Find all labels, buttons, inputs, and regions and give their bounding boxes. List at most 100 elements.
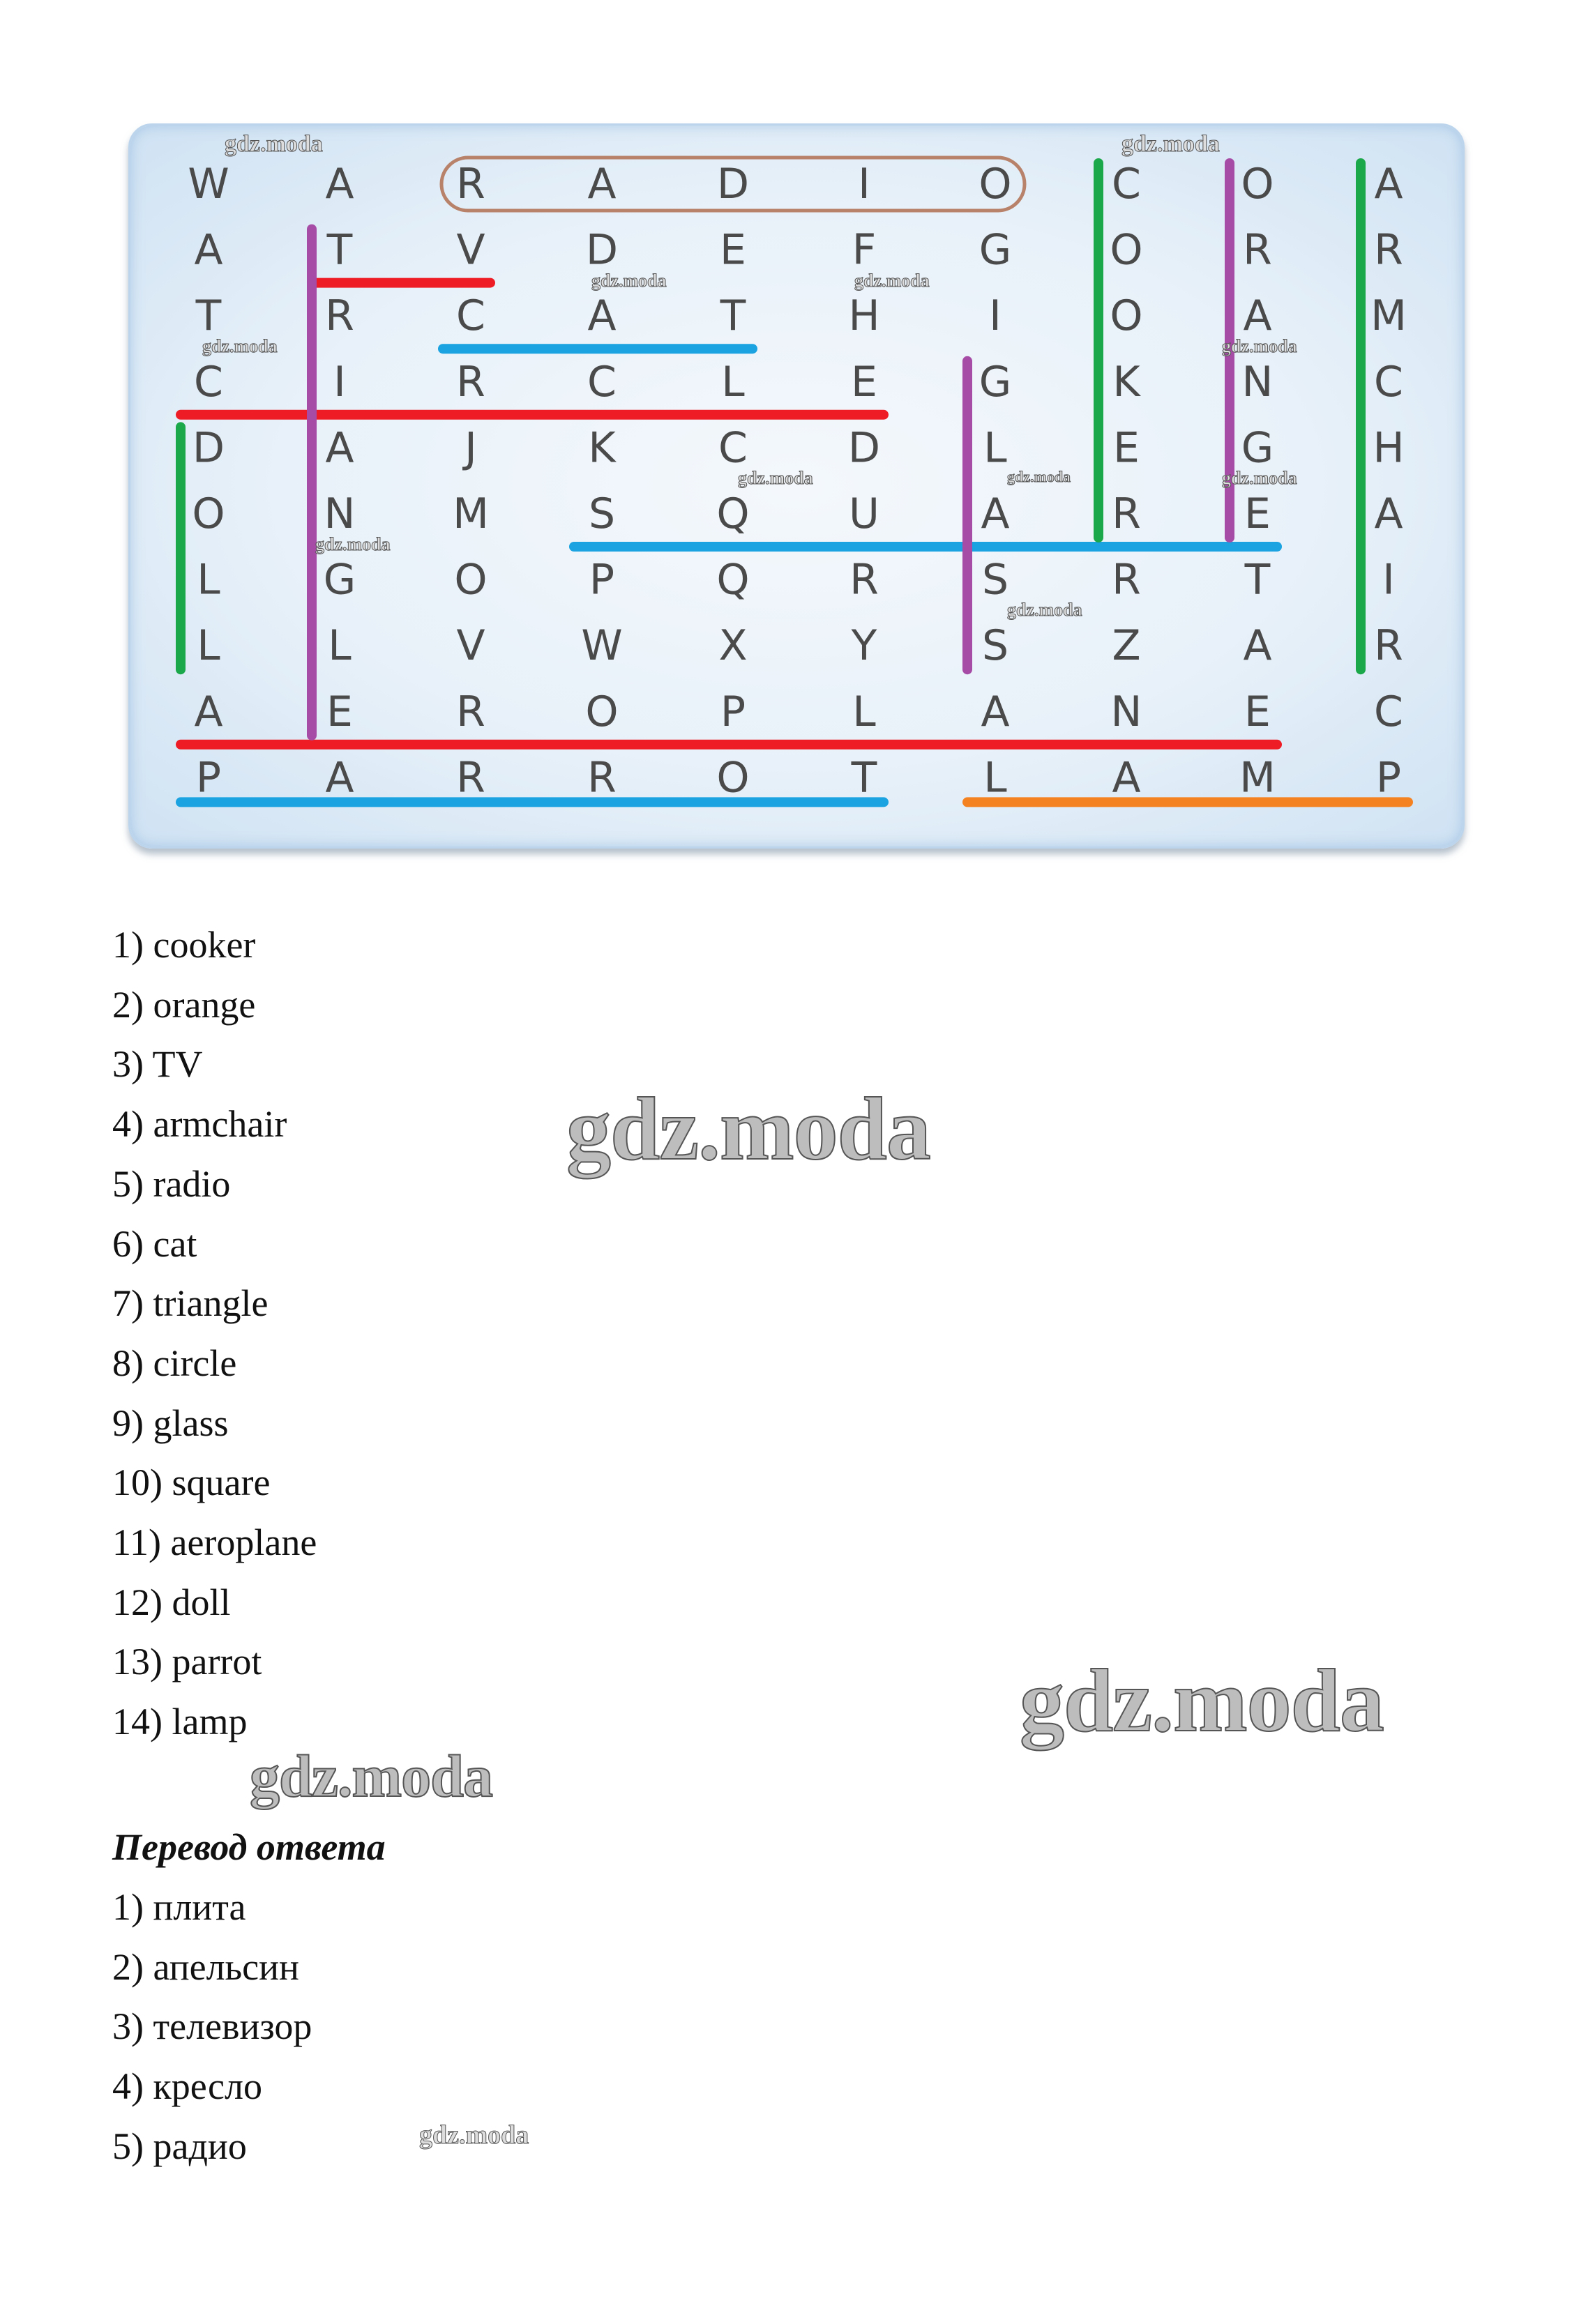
grid-letter: I — [1382, 556, 1395, 605]
watermark: gdz.moda — [225, 131, 324, 157]
grid-letter: E — [326, 688, 353, 736]
grid-letter: E — [1244, 489, 1271, 538]
grid-letter: O — [192, 489, 225, 538]
watermark: gdz.moda — [1007, 600, 1083, 620]
grid-letter: R — [456, 688, 485, 736]
grid-letter: U — [849, 489, 879, 538]
watermark: gdz.moda — [1019, 1651, 1385, 1750]
grid-letter: M — [1370, 291, 1407, 340]
answer-item: 6) cat — [112, 1222, 197, 1265]
grid-letter: O — [454, 556, 487, 605]
watermark: gdz.moda — [249, 1742, 494, 1809]
grid-letter: A — [587, 291, 616, 340]
grid-letter: H — [1373, 423, 1404, 472]
grid-letter: C — [1374, 358, 1403, 407]
grid-letter: C — [1374, 688, 1403, 736]
watermark: gdz.moda — [202, 336, 278, 356]
grid-letter: L — [197, 621, 220, 670]
grid-letter: P — [720, 688, 746, 736]
grid-letter: C — [587, 358, 617, 407]
grid-letter: N — [324, 489, 356, 538]
answer-item: 5) radio — [112, 1162, 231, 1205]
watermark: gdz.moda — [738, 468, 814, 488]
watermark: gdz.moda — [1222, 336, 1298, 356]
grid-letter: W — [188, 160, 229, 208]
grid-letter: M — [453, 489, 489, 538]
grid-letter: Z — [1112, 621, 1140, 670]
grid-letter: A — [1112, 753, 1140, 802]
grid-letter: E — [851, 358, 877, 407]
grid-letter: A — [1374, 160, 1403, 208]
grid-letter: C — [194, 358, 223, 407]
grid-letter: A — [1243, 621, 1271, 670]
grid-letter: R — [456, 160, 485, 208]
grid-letter: A — [981, 489, 1009, 538]
grid-letter: K — [588, 423, 617, 472]
translation-item: 2) апельсин — [112, 1945, 299, 1988]
grid-letter: E — [1244, 688, 1271, 736]
word-search-grid: W A R A D I O C O AA T V D E F G O R RT R C A T H I O A MC I R C L E G K N C… — [176, 155, 1413, 807]
grid-letter: A — [1374, 489, 1403, 538]
grid-letter: R — [587, 753, 617, 802]
grid-letter: L — [983, 423, 1007, 472]
answer-item: 9) glass — [112, 1402, 229, 1444]
grid-letter: G — [324, 556, 356, 605]
grid-letter: P — [1376, 753, 1401, 802]
grid-letter: H — [848, 291, 879, 340]
grid-letter: R — [1112, 489, 1141, 538]
grid-letter: I — [858, 160, 870, 208]
grid-letter: G — [979, 226, 1012, 275]
grid-letter: L — [721, 358, 745, 407]
found-word-radio — [439, 155, 1027, 213]
answer-item: 4) armchair — [112, 1103, 287, 1146]
grid-letter: W — [581, 621, 622, 670]
answer-item: 7) triangle — [112, 1282, 269, 1325]
grid-letter: S — [982, 556, 1008, 605]
grid-letter: A — [587, 160, 616, 208]
grid-letter: R — [1374, 621, 1403, 670]
grid-letter: E — [720, 226, 746, 275]
answer-item: 1) cooker — [112, 924, 256, 966]
grid-letter: P — [196, 753, 221, 802]
grid-letter: Y — [851, 621, 877, 670]
answer-item: 14) lamp — [112, 1701, 248, 1743]
grid-letter: R — [325, 291, 354, 340]
grid-letter: A — [194, 688, 222, 736]
grid-letter: I — [989, 291, 1002, 340]
grid-letter: S — [589, 489, 615, 538]
answer-item: 13) parrot — [112, 1641, 262, 1683]
grid-letter: O — [1110, 226, 1142, 275]
grid-letter: A — [194, 226, 222, 275]
grid-letter: D — [586, 226, 618, 275]
grid-letter: D — [848, 423, 880, 472]
grid-letter: J — [462, 423, 477, 472]
grid-letter: Q — [716, 489, 749, 538]
grid-letter: T — [851, 753, 877, 802]
translation-heading: Перевод ответа — [112, 1826, 386, 1868]
grid-letter: O — [1110, 291, 1142, 340]
grid-letter: R — [456, 358, 485, 407]
grid-letter: R — [1112, 556, 1141, 605]
watermark: gdz.moda — [1121, 131, 1221, 157]
grid-letter: K — [1112, 358, 1141, 407]
grid-letter: T — [1244, 556, 1271, 605]
grid-letter: L — [852, 688, 876, 736]
answer-item: 10) square — [112, 1461, 271, 1504]
grid-letter: G — [1241, 423, 1274, 472]
grid-letter: T — [195, 291, 222, 340]
grid-letter: O — [585, 688, 618, 736]
grid-letter: D — [192, 423, 225, 472]
translation-item: 5) радио — [112, 2125, 247, 2167]
grid-letter: S — [982, 621, 1008, 670]
grid-letter: D — [717, 160, 749, 208]
grid-letter: V — [456, 621, 485, 670]
watermark: gdz.moda — [418, 2120, 529, 2150]
grid-letter: R — [1374, 226, 1403, 275]
grid-letter: R — [849, 556, 879, 605]
grid-letter: I — [333, 358, 346, 407]
grid-letter: A — [325, 423, 354, 472]
grid-letter: A — [1243, 291, 1271, 340]
watermark: gdz.moda — [591, 271, 667, 291]
grid-letter: O — [979, 160, 1011, 208]
grid-letter: T — [720, 291, 746, 340]
